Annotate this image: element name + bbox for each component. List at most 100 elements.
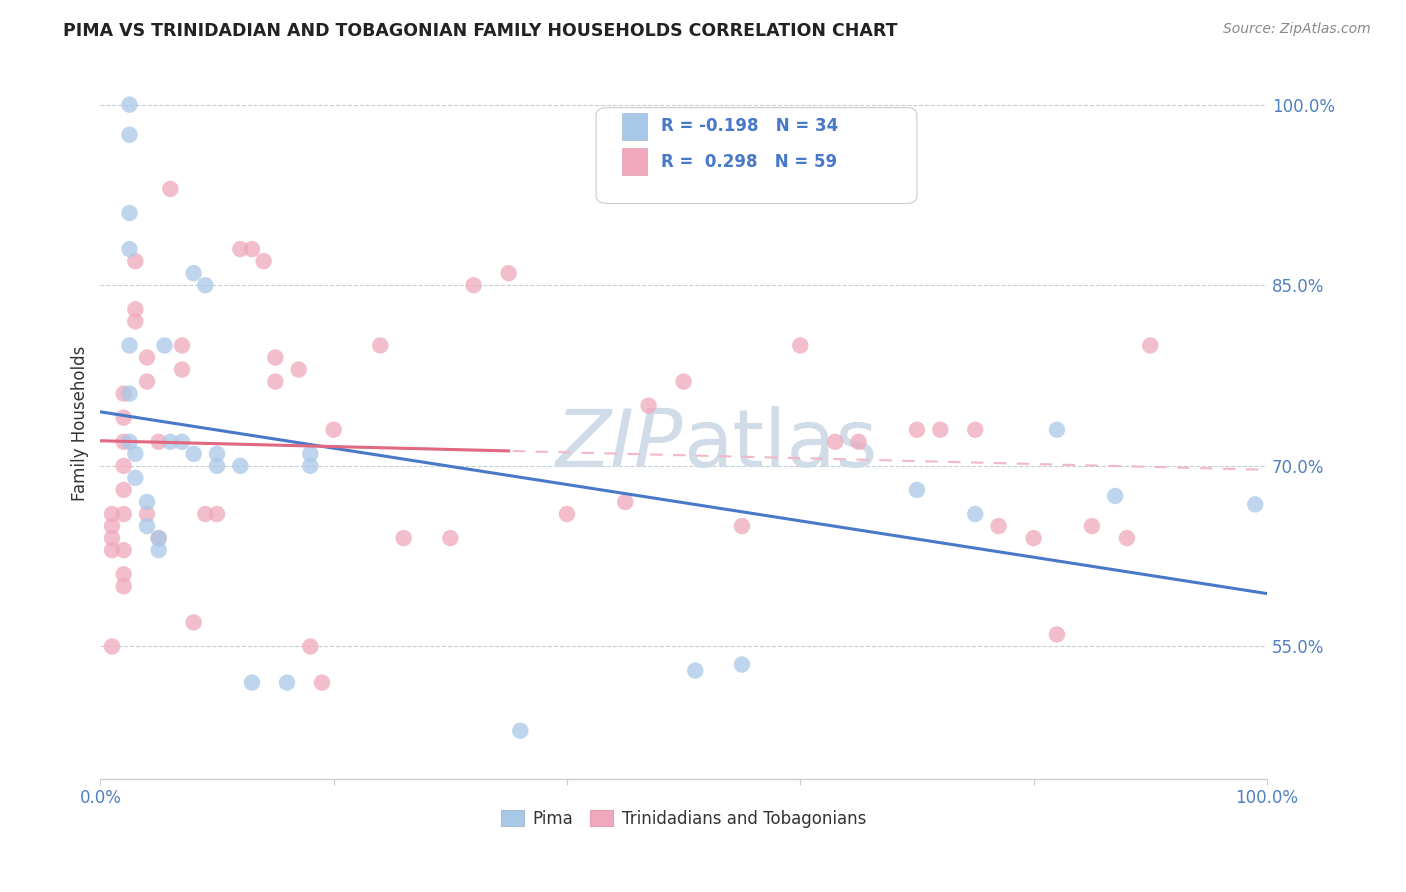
Point — [905, 483, 928, 497]
Point — [731, 657, 754, 672]
Text: R =  0.298   N = 59: R = 0.298 N = 59 — [661, 153, 838, 170]
Point — [1046, 627, 1069, 641]
Point — [685, 664, 707, 678]
Point — [136, 519, 159, 533]
Point — [965, 423, 987, 437]
Point — [264, 375, 287, 389]
Point — [101, 531, 124, 545]
Point — [637, 399, 659, 413]
Point — [1139, 338, 1161, 352]
Point — [118, 338, 141, 352]
Point — [170, 338, 193, 352]
Legend: Pima, Trinidadians and Tobagonians: Pima, Trinidadians and Tobagonians — [495, 803, 873, 835]
Point — [905, 423, 928, 437]
Point — [194, 507, 217, 521]
FancyBboxPatch shape — [596, 108, 917, 203]
Point — [299, 640, 322, 654]
Point — [148, 434, 170, 449]
Point — [118, 206, 141, 220]
Point — [124, 471, 146, 485]
Point — [229, 242, 252, 256]
Point — [463, 278, 485, 293]
Point — [124, 447, 146, 461]
FancyBboxPatch shape — [621, 148, 647, 175]
Point — [112, 543, 135, 558]
Point — [148, 531, 170, 545]
Point — [153, 338, 176, 352]
Point — [1046, 423, 1069, 437]
Text: PIMA VS TRINIDADIAN AND TOBAGONIAN FAMILY HOUSEHOLDS CORRELATION CHART: PIMA VS TRINIDADIAN AND TOBAGONIAN FAMIL… — [63, 22, 898, 40]
Point — [276, 675, 298, 690]
Point — [848, 434, 870, 449]
Point — [229, 458, 252, 473]
Point — [1116, 531, 1139, 545]
Point — [118, 97, 141, 112]
Point — [205, 458, 228, 473]
Point — [240, 675, 263, 690]
Point — [118, 386, 141, 401]
Point — [170, 362, 193, 376]
Point — [1022, 531, 1045, 545]
Point — [124, 302, 146, 317]
Point — [614, 495, 637, 509]
FancyBboxPatch shape — [621, 112, 647, 139]
Point — [118, 242, 141, 256]
Point — [183, 266, 205, 280]
Point — [112, 434, 135, 449]
Point — [112, 483, 135, 497]
Point — [170, 434, 193, 449]
Point — [368, 338, 391, 352]
Point — [159, 434, 181, 449]
Point — [1081, 519, 1104, 533]
Point — [253, 254, 276, 268]
Text: Source: ZipAtlas.com: Source: ZipAtlas.com — [1223, 22, 1371, 37]
Point — [1244, 497, 1267, 511]
Point — [555, 507, 578, 521]
Text: atlas: atlas — [683, 406, 877, 484]
Point — [124, 254, 146, 268]
Point — [112, 410, 135, 425]
Text: R = -0.198   N = 34: R = -0.198 N = 34 — [661, 117, 839, 135]
Point — [112, 579, 135, 593]
Point — [311, 675, 333, 690]
Point — [148, 531, 170, 545]
Point — [439, 531, 461, 545]
Point — [205, 447, 228, 461]
Point — [112, 567, 135, 582]
Point — [672, 375, 695, 389]
Point — [112, 458, 135, 473]
Point — [1104, 489, 1126, 503]
Point — [287, 362, 309, 376]
Point — [731, 519, 754, 533]
Point — [205, 507, 228, 521]
Point — [101, 543, 124, 558]
Point — [136, 351, 159, 365]
Y-axis label: Family Households: Family Households — [72, 346, 89, 501]
Point — [101, 640, 124, 654]
Point — [987, 519, 1010, 533]
Point — [299, 458, 322, 473]
Point — [101, 519, 124, 533]
Point — [264, 351, 287, 365]
Point — [118, 434, 141, 449]
Point — [299, 447, 322, 461]
Text: ZIP: ZIP — [557, 406, 683, 484]
Point — [159, 182, 181, 196]
Point — [322, 423, 344, 437]
Point — [112, 507, 135, 521]
Point — [148, 543, 170, 558]
Point — [240, 242, 263, 256]
Point — [136, 495, 159, 509]
Point — [509, 723, 531, 738]
Point — [392, 531, 415, 545]
Point — [118, 128, 141, 142]
Point — [112, 386, 135, 401]
Point — [789, 338, 811, 352]
Point — [101, 507, 124, 521]
Point — [136, 507, 159, 521]
Point — [929, 423, 952, 437]
Point — [136, 375, 159, 389]
Point — [183, 447, 205, 461]
Point — [965, 507, 987, 521]
Point — [194, 278, 217, 293]
